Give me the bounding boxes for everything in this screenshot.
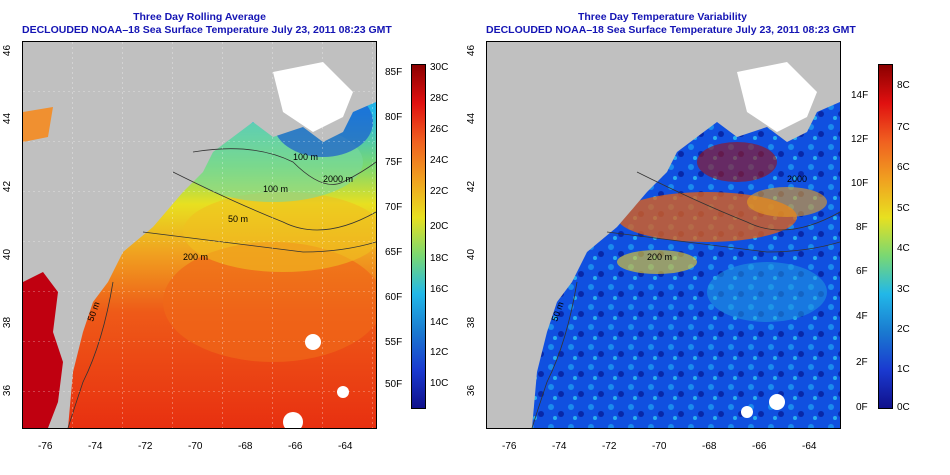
right-colorbar xyxy=(878,64,893,409)
colorbar-left-label: 8F xyxy=(856,222,868,233)
colorbar-right-label: 30C xyxy=(430,62,449,73)
x-tick: -72 xyxy=(602,441,617,452)
x-tick: -76 xyxy=(502,441,517,452)
contour-label: 50 m xyxy=(228,214,248,224)
cloud-region xyxy=(737,62,817,132)
contour-label: 100 m xyxy=(293,152,318,162)
contour-label: 100 m xyxy=(263,184,288,194)
y-tick: 42 xyxy=(466,180,478,193)
land-mass xyxy=(487,42,840,428)
colorbar-left-label: 12F xyxy=(851,134,869,145)
colorbar-left-label: 75F xyxy=(385,157,403,168)
contour-label: 2000 m xyxy=(323,174,353,184)
y-tick: 36 xyxy=(2,384,14,397)
colorbar-right-label: 1C xyxy=(897,364,910,375)
contour-label: 200 m xyxy=(183,252,208,262)
x-tick: -64 xyxy=(802,441,817,452)
colorbar-right-label: 24C xyxy=(430,155,449,166)
colorbar-right-label: 2C xyxy=(897,324,910,335)
x-tick: -66 xyxy=(288,441,303,452)
colorbar-right-label: 28C xyxy=(430,93,449,104)
x-tick: -74 xyxy=(552,441,567,452)
left-title-line2: DECLOUDED NOAA–18 Sea Surface Temperatur… xyxy=(22,24,392,36)
colorbar-left-label: 50F xyxy=(385,379,403,390)
colorbar-right-label: 0C xyxy=(897,402,910,413)
x-tick: -64 xyxy=(338,441,353,452)
contour-label: 200 m xyxy=(647,252,672,262)
colorbar-left-label: 0F xyxy=(856,402,868,413)
colorbar-left-label: 80F xyxy=(385,112,403,123)
x-tick: -68 xyxy=(702,441,717,452)
colorbar-left-label: 4F xyxy=(856,311,868,322)
y-tick: 46 xyxy=(466,44,478,57)
x-tick: -66 xyxy=(752,441,767,452)
right-title-line2: DECLOUDED NOAA–18 Sea Surface Temperatur… xyxy=(486,24,856,36)
colorbar-right-label: 4C xyxy=(897,243,910,254)
colorbar-left-label: 6F xyxy=(856,266,868,277)
y-tick: 44 xyxy=(2,112,14,125)
x-tick: -72 xyxy=(138,441,153,452)
colorbar-left-label: 65F xyxy=(385,247,403,258)
x-tick: -68 xyxy=(238,441,253,452)
x-tick: -76 xyxy=(38,441,53,452)
colorbar-right-label: 10C xyxy=(430,378,449,389)
y-tick: 46 xyxy=(2,44,14,57)
left-map: 100 m 100 m 50 m 2000 m 200 m 50 m xyxy=(22,41,377,429)
colorbar-right-label: 18C xyxy=(430,253,449,264)
colorbar-right-label: 14C xyxy=(430,317,449,328)
colorbar-left-label: 10F xyxy=(851,178,869,189)
x-tick: -74 xyxy=(88,441,103,452)
y-tick: 40 xyxy=(466,248,478,261)
colorbar-left-label: 60F xyxy=(385,292,403,303)
colorbar-left-label: 85F xyxy=(385,67,403,78)
y-tick: 42 xyxy=(2,180,14,193)
contour-label: 2000 xyxy=(787,174,807,184)
y-tick: 38 xyxy=(466,316,478,329)
colorbar-right-label: 8C xyxy=(897,80,910,91)
right-title-line1: Three Day Temperature Variability xyxy=(577,11,748,23)
colorbar-left-label: 70F xyxy=(385,202,403,213)
colorbar-right-label: 12C xyxy=(430,347,449,358)
colorbar-right-label: 7C xyxy=(897,122,910,133)
y-tick: 40 xyxy=(2,248,14,261)
x-tick: -70 xyxy=(188,441,203,452)
left-title-line1: Three Day Rolling Average xyxy=(133,11,266,23)
colorbar-left-label: 14F xyxy=(851,90,869,101)
colorbar-left-label: 2F xyxy=(856,357,868,368)
colorbar-right-label: 26C xyxy=(430,124,449,135)
colorbar-left-label: 55F xyxy=(385,337,403,348)
right-map: 2000 200 m 50 m xyxy=(486,41,841,429)
colorbar-right-label: 6C xyxy=(897,162,910,173)
y-tick: 38 xyxy=(2,316,14,329)
colorbar-right-label: 20C xyxy=(430,221,449,232)
x-tick: -70 xyxy=(652,441,667,452)
y-tick: 44 xyxy=(466,112,478,125)
left-colorbar xyxy=(411,64,426,409)
y-tick: 36 xyxy=(466,384,478,397)
colorbar-right-label: 22C xyxy=(430,186,449,197)
colorbar-right-label: 3C xyxy=(897,284,910,295)
colorbar-right-label: 16C xyxy=(430,284,449,295)
colorbar-right-label: 5C xyxy=(897,203,910,214)
